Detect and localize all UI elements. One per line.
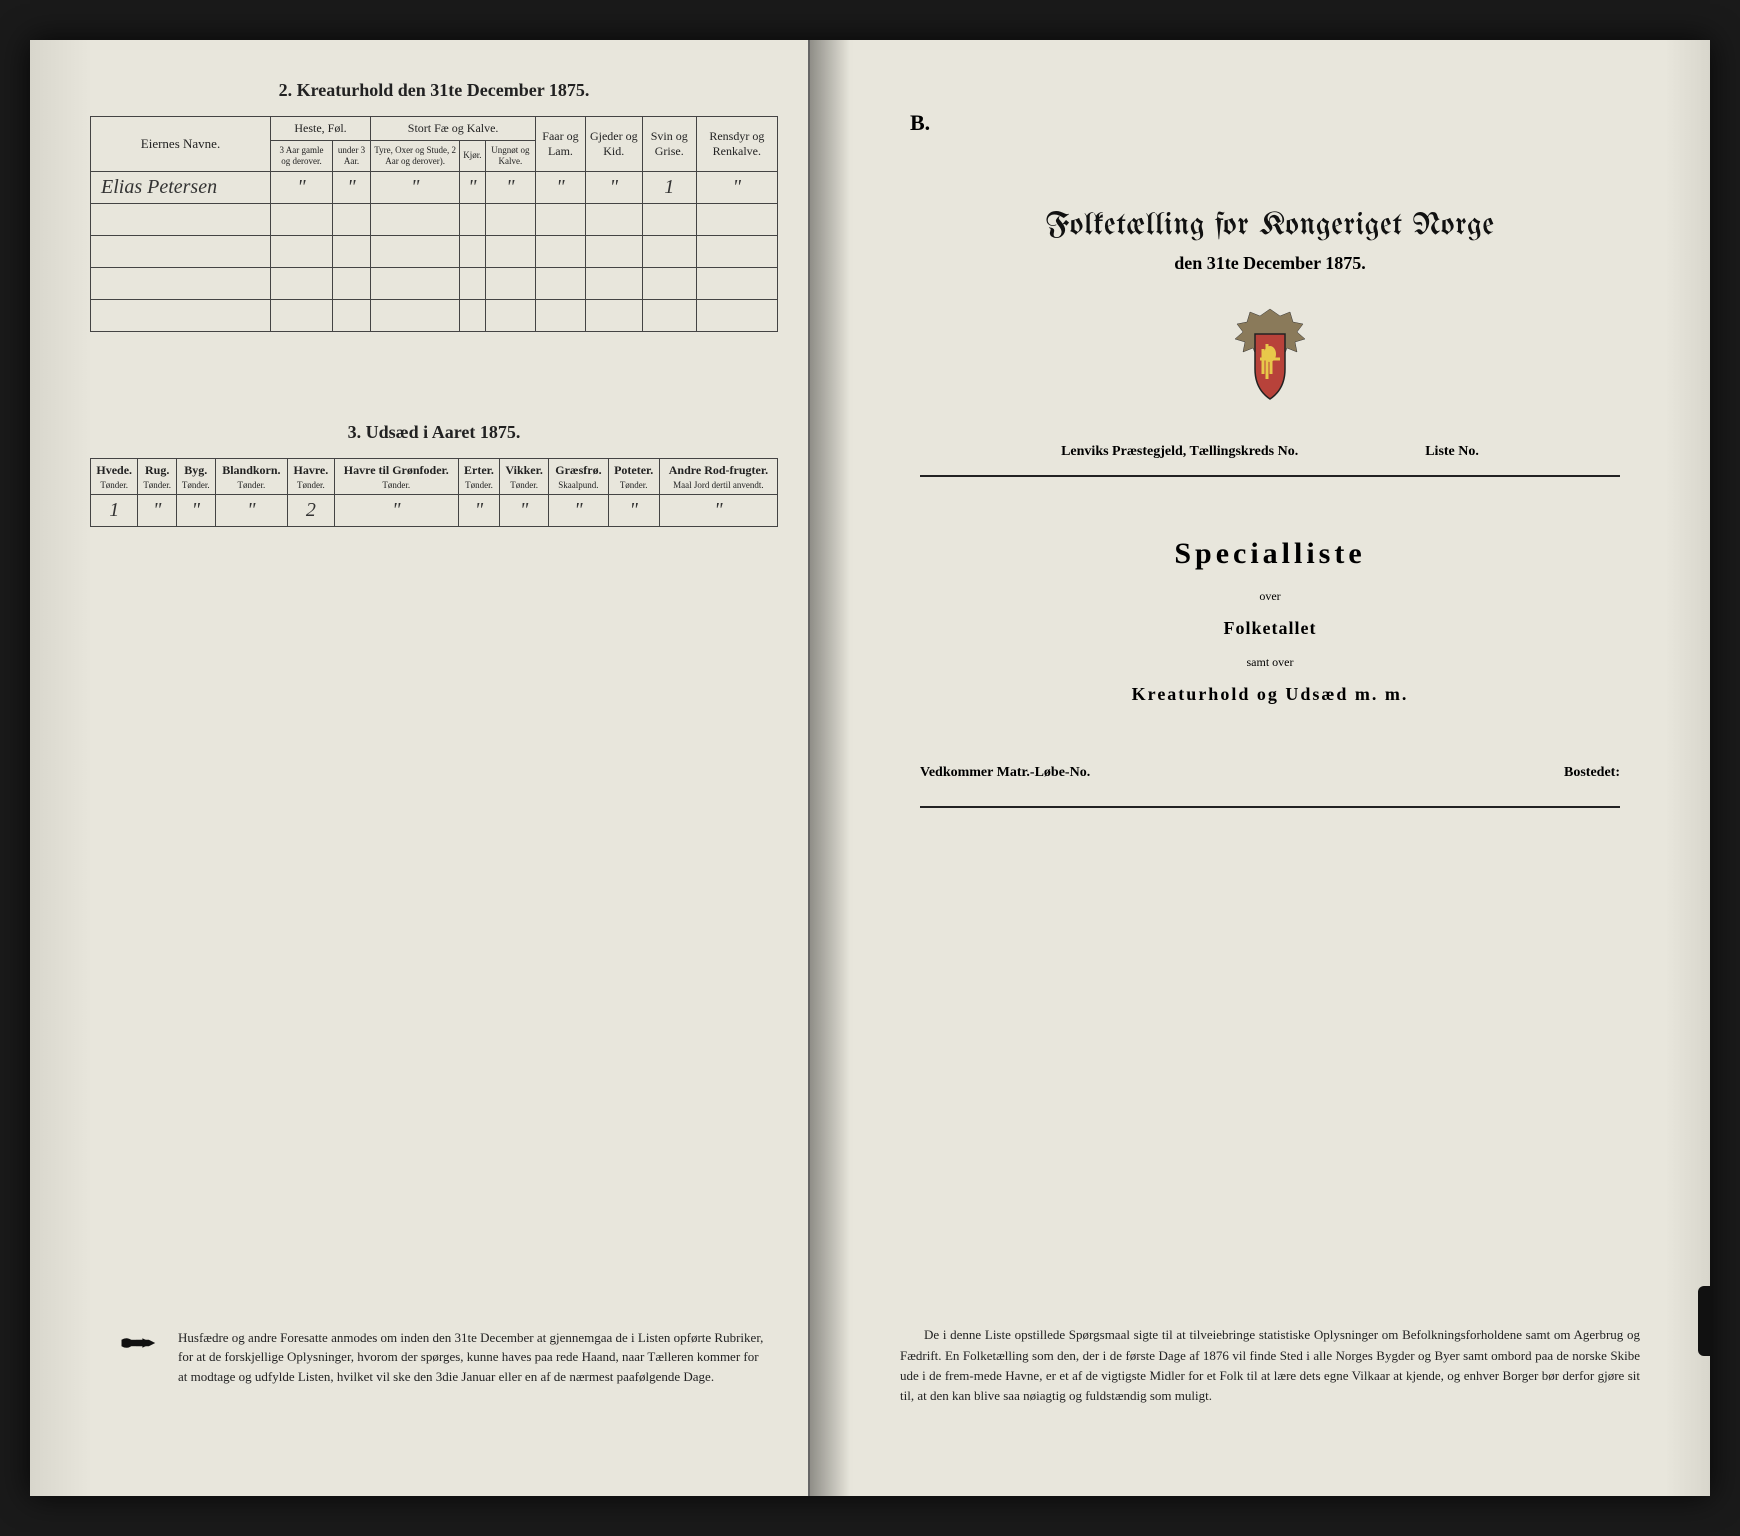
cell-name: Elias Petersen (91, 171, 271, 203)
gutter-shadow (810, 40, 850, 1496)
t3-cell: 2 (288, 494, 334, 526)
t3-cell: " (499, 494, 548, 526)
left-footer: Husfædre og andre Foresatte anmodes om i… (120, 1328, 768, 1387)
t3-col-header: Poteter.Tønder. (608, 458, 659, 494)
divider (920, 806, 1620, 808)
t3-cell: " (138, 494, 177, 526)
table-row (91, 267, 778, 299)
th-stort3: Ungnøt og Kalve. (485, 141, 536, 172)
cell: " (460, 171, 485, 203)
th-stort2: Kjør. (460, 141, 485, 172)
cell: " (371, 171, 460, 203)
t3-cell: 1 (91, 494, 138, 526)
t3-col-header: Rug.Tønder. (138, 458, 177, 494)
coat-of-arms-icon (900, 304, 1640, 419)
folketallet: Folketallet (900, 609, 1640, 649)
cell: " (485, 171, 536, 203)
table-row (91, 235, 778, 267)
t3-col-header: Blandkorn.Tønder. (215, 458, 288, 494)
table-row (91, 203, 778, 235)
t3-cell: " (608, 494, 659, 526)
section2-title: 2. Kreaturhold den 31te December 1875. (90, 80, 778, 101)
right-page: B. Folketælling for Kongeriget Norge den… (810, 40, 1710, 1496)
kreatur: Kreaturhold og Udsæd m. m. (900, 675, 1640, 715)
t3-cell: " (659, 494, 777, 526)
th-stort1: Tyre, Oxer og Stude, 2 Aar og derover). (371, 141, 460, 172)
over1: over (900, 583, 1640, 609)
t3-cell: " (215, 494, 288, 526)
corner-letter: B. (910, 110, 930, 136)
th-gjeder: Gjeder og Kid. (585, 117, 642, 172)
t3-cell: " (458, 494, 499, 526)
th-heste1: 3 Aar gamle og derover. (271, 141, 333, 172)
t3-col-header: Græsfrø.Skaalpund. (549, 458, 608, 494)
t3-col-header: Byg.Tønder. (176, 458, 215, 494)
cell: " (332, 171, 370, 203)
t3-cell: " (176, 494, 215, 526)
left-page: 2. Kreaturhold den 31te December 1875. E… (30, 40, 810, 1496)
section3-title: 3. Udsæd i Aaret 1875. (90, 422, 778, 443)
table-udsaed: Hvede.Tønder.Rug.Tønder.Byg.Tønder.Bland… (90, 458, 778, 527)
matr-right: Bostedet: (1564, 765, 1620, 781)
matr-left: Vedkommer Matr.-Løbe-No. (920, 765, 1090, 781)
t3-col-header: Erter.Tønder. (458, 458, 499, 494)
t3-col-header: Hvede.Tønder. (91, 458, 138, 494)
page-tab (1698, 1286, 1710, 1356)
census-date: den 31te December 1875. (900, 253, 1640, 274)
book-spread: 2. Kreaturhold den 31te December 1875. E… (30, 40, 1710, 1496)
divider (920, 475, 1620, 477)
th-name: Eiernes Navne. (91, 117, 271, 172)
table-row: Elias Petersen " " " " " " " 1 " (91, 171, 778, 203)
th-heste: Heste, Føl. (271, 117, 371, 141)
specialliste-title: Specialliste (900, 537, 1640, 571)
th-svin: Svin og Grise. (642, 117, 696, 172)
table-row (91, 299, 778, 331)
cell: " (585, 171, 642, 203)
cell: " (696, 171, 777, 203)
right-footer-text: De i denne Liste opstillede Spørgsmaal s… (900, 1325, 1640, 1406)
t3-col-header: Havre.Tønder. (288, 458, 334, 494)
t3-cell: " (549, 494, 608, 526)
t3-col-header: Andre Rod-frugter.Maal Jord dertil anven… (659, 458, 777, 494)
parish-line: Lenviks Præstegjeld, Tællingskreds No. L… (900, 444, 1640, 460)
left-footer-text: Husfædre og andre Foresatte anmodes om i… (178, 1328, 768, 1387)
matr-line: Vedkommer Matr.-Løbe-No. Bostedet: (920, 765, 1620, 781)
th-heste2: under 3 Aar. (332, 141, 370, 172)
t3-col-header: Vikker.Tønder. (499, 458, 548, 494)
parish-left: Lenviks Præstegjeld, Tællingskreds No. (1061, 444, 1298, 459)
t3-cell: " (334, 494, 458, 526)
census-title-block: Folketælling for Kongeriget Norge den 31… (900, 210, 1640, 274)
right-footer: De i denne Liste opstillede Spørgsmaal s… (900, 1325, 1640, 1406)
parish-right: Liste No. (1425, 444, 1479, 459)
th-rensdyr: Rensdyr og Renkalve. (696, 117, 777, 172)
pointing-hand-icon (120, 1331, 160, 1355)
subtitle-block: over Folketallet samt over Kreaturhold o… (900, 583, 1640, 715)
cell: " (271, 171, 333, 203)
th-stort: Stort Fæ og Kalve. (371, 117, 536, 141)
cell: " (536, 171, 586, 203)
table-kreaturhold: Eiernes Navne. Heste, Føl. Stort Fæ og K… (90, 116, 778, 332)
cell: 1 (642, 171, 696, 203)
th-faar: Faar og Lam. (536, 117, 586, 172)
samt: samt over (900, 649, 1640, 675)
census-main-title: Folketælling for Kongeriget Norge (900, 210, 1640, 243)
t3-col-header: Havre til Grønfoder.Tønder. (334, 458, 458, 494)
